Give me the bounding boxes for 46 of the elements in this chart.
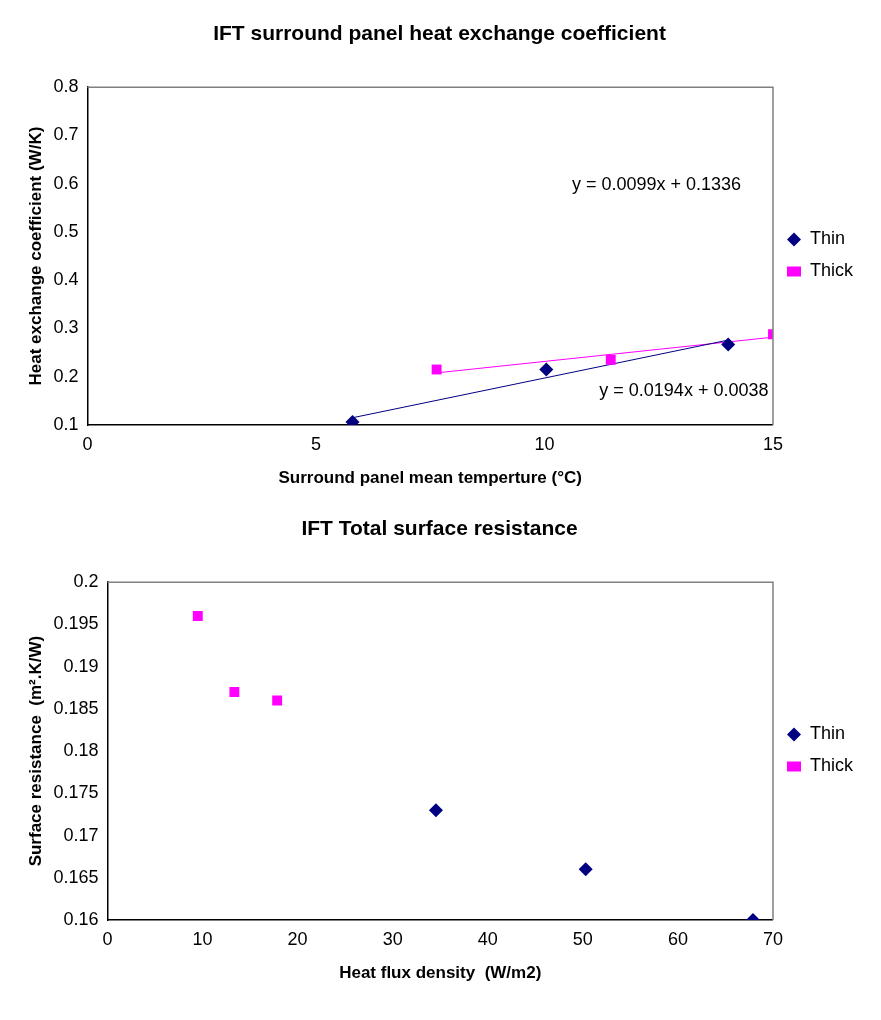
point [229,687,240,697]
y-tick-label: 0.1 [53,413,79,434]
y-tick-label: 0.19 [63,655,99,676]
x-tick-label: 5 [310,433,321,454]
y-tick-label: 0.2 [73,571,99,592]
y-tick-label: 0.16 [63,908,99,929]
annotation: y = 0.0099x + 0.1336 [571,174,742,195]
y-tick-label: 0.4 [53,269,79,290]
y-axis-title: Heat exchange coefficient (W/K) [25,126,45,386]
chart-title: IFT Total surface resistance [301,516,578,540]
legend-label: Thick [810,755,854,776]
y-axis-title: Surface resistance (m².K/W) [25,635,45,867]
x-tick-label: 0 [102,928,113,949]
y-tick-label: 0.6 [53,172,79,193]
y-tick-label: 0.165 [53,866,99,887]
y-tick-label: 0.8 [53,76,79,97]
point [272,695,283,706]
x-tick-label: 70 [762,928,784,949]
y-tick-label: 0.18 [63,740,99,761]
annotation: y = 0.0194x + 0.0038 [599,380,769,401]
x-axis-title: Heat flux density (W/m2) [339,963,542,983]
x-tick-label: 60 [667,928,688,949]
legend-label: Thin [810,723,846,744]
y-tick-label: 0.3 [53,317,79,338]
y-tick-label: 0.195 [53,613,99,634]
y-tick-label: 0.17 [63,824,99,845]
legend-label: Thin [810,228,846,249]
x-tick-label: 10 [192,928,213,949]
y-tick-label: 0.185 [53,697,99,718]
point [192,611,203,621]
x-tick-label: 20 [287,928,308,949]
x-tick-label: 50 [572,928,593,949]
point [428,803,443,818]
y-tick-label: 0.2 [53,365,79,386]
x-tick-label: 15 [762,433,784,454]
y-tick-label: 0.5 [53,220,79,241]
x-tick-label: 30 [382,928,403,949]
x-tick-label: 0 [82,433,93,454]
x-tick-label: 10 [534,433,555,454]
legend-label: Thick [810,260,854,281]
x-axis-title: Surround panel mean temperture (°C) [278,468,582,488]
y-tick-label: 0.175 [53,782,99,803]
y-tick-label: 0.7 [53,124,79,145]
chart-title: IFT surround panel heat exchange coefficient [213,21,666,45]
x-tick-label: 40 [477,928,498,949]
point [578,862,593,877]
